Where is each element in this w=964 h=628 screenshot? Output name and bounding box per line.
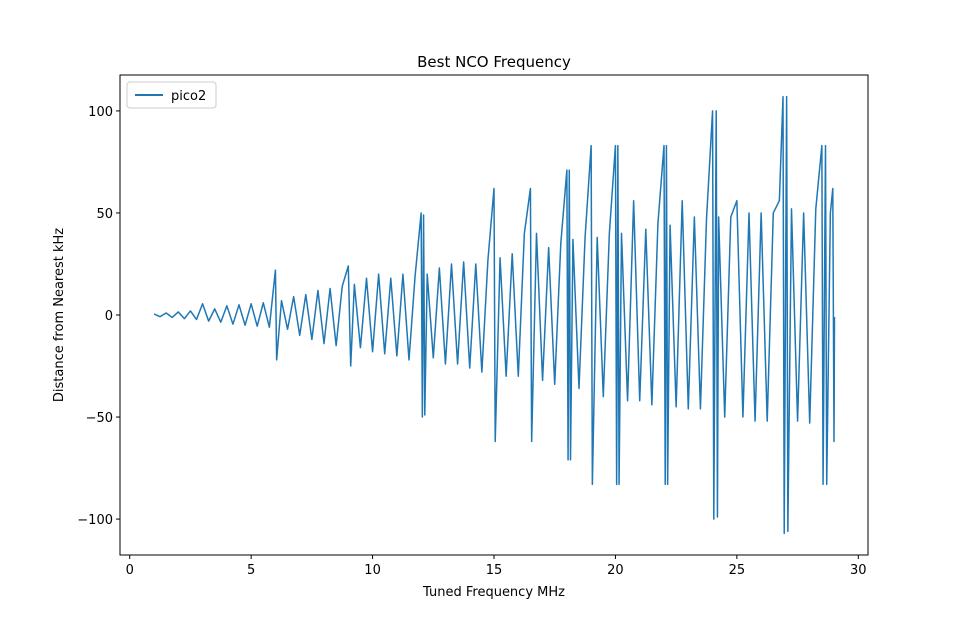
x-tick-label: 20 — [607, 563, 624, 578]
y-tick-label: 50 — [96, 207, 113, 222]
y-tick-label: −100 — [77, 513, 113, 528]
x-tick-label: 25 — [729, 563, 746, 578]
x-tick-label: 30 — [850, 563, 867, 578]
legend-label: pico2 — [171, 89, 206, 104]
x-tick-label: 10 — [364, 563, 381, 578]
y-tick-label: −50 — [86, 411, 113, 426]
data-line — [153, 95, 836, 535]
x-tick-label: 15 — [486, 563, 503, 578]
y-tick-label: 100 — [88, 105, 113, 120]
x-axis-label: Tuned Frequency MHz — [422, 585, 565, 600]
legend-box — [126, 81, 217, 109]
plot-frame — [119, 74, 869, 556]
x-tick-label: 0 — [126, 563, 134, 578]
y-axis-label: Distance from Nearest kHz — [52, 228, 67, 402]
chart-title: Best NCO Frequency — [417, 53, 571, 71]
x-tick-label: 5 — [247, 563, 255, 578]
y-tick-label: 0 — [105, 309, 113, 324]
